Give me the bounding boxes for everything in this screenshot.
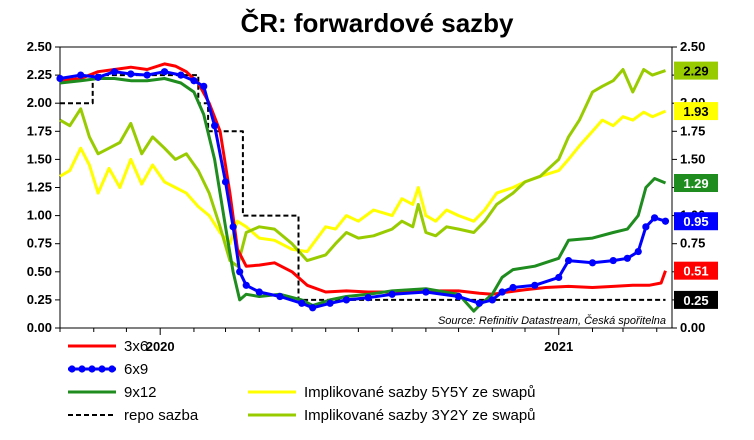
legend-label: Implikované sazby 5Y5Y ze swapů	[304, 384, 536, 401]
series-point-6x9	[454, 292, 463, 301]
series-point-6x9	[236, 268, 244, 276]
legend-swatch-dot	[78, 365, 86, 373]
legend-label: 3x6	[124, 338, 148, 355]
series-point-6x9	[255, 288, 263, 296]
end-badge-label: 2.29	[683, 64, 708, 79]
right-tick-label: 1.75	[680, 123, 705, 138]
legend: 3x6 6x9 9x12 repo sazba Implikované sazby 5Y…	[68, 338, 536, 424]
series-point-6x9	[634, 247, 642, 256]
series-line-9x12	[59, 77, 667, 313]
series-point-6x9	[609, 256, 617, 265]
left-tick-label: 0.50	[27, 264, 52, 279]
left-tick-label: 0.25	[27, 292, 52, 307]
legend-label: Implikované sazby 3Y2Y ze swapů	[304, 407, 536, 424]
series-point-6x9	[298, 299, 306, 307]
series-point-6x9	[110, 68, 119, 76]
series-layer	[56, 62, 670, 313]
series-point-6x9	[242, 281, 250, 289]
left-tick-label: 0.75	[27, 236, 52, 251]
series-point-6x9	[509, 283, 517, 292]
right-tick-label: 0.00	[680, 320, 705, 335]
series-point-6x9	[555, 273, 563, 282]
series-point-6x9	[588, 259, 597, 267]
left-tick-label: 1.75	[27, 123, 52, 138]
series-point-6x9	[143, 71, 151, 79]
right-tick-label: 2.50	[680, 39, 705, 54]
legend-label: 9x12	[124, 384, 157, 401]
series-point-6x9	[564, 256, 573, 265]
series-point-6x9	[498, 288, 506, 296]
left-y-axis: 0.00 0.25 0.50 0.75 1.00 1.25 1.50 1.75 2.00 2.25…	[27, 39, 60, 335]
source-note: Source: Refinitiv Datastream, Česká spoř…	[438, 314, 666, 327]
x-axis: 2020 2021	[59, 328, 658, 354]
series-point-6x9	[650, 214, 659, 222]
legend-swatch-dot	[98, 365, 106, 373]
end-badge	[674, 102, 718, 121]
left-tick-label: 1.25	[27, 180, 52, 195]
end-badge-label: 0.51	[683, 264, 708, 279]
series-point-6x9	[127, 70, 135, 78]
legend-swatch-dot	[68, 365, 76, 373]
x-tick-label: 2021	[544, 339, 573, 354]
plot-area	[59, 46, 673, 329]
left-tick-label: 2.25	[27, 67, 52, 82]
end-badge	[674, 174, 718, 193]
x-tick-label: 2020	[146, 339, 175, 354]
series-point-6x9	[276, 292, 284, 301]
series-point-6x9	[229, 223, 237, 231]
left-tick-label: 1.00	[27, 208, 52, 223]
left-tick-label: 1.50	[27, 151, 52, 166]
left-tick-label: 0.00	[27, 320, 52, 335]
end-badge	[674, 261, 718, 280]
series-point-6x9	[531, 281, 539, 289]
legend-label: 6x9	[124, 361, 148, 378]
series-point-6x9	[190, 77, 198, 85]
end-badge-label: 1.93	[683, 104, 708, 119]
left-tick-label: 2.00	[27, 95, 52, 110]
series-point-6x9	[342, 296, 350, 304]
series-point-6x9	[160, 68, 169, 76]
right-tick-label: 1.50	[680, 151, 705, 166]
series-point-6x9	[364, 294, 372, 302]
series-point-6x9	[221, 178, 230, 186]
series-point-6x9	[488, 296, 496, 304]
series-point-6x9	[422, 288, 430, 296]
left-tick-label: 2.50	[27, 39, 52, 54]
end-badge-label: 0.25	[683, 293, 708, 308]
series-line-implikovan-sazby-5y5y-ze-swap-	[59, 109, 667, 254]
legend-swatch-dot	[88, 365, 96, 373]
series-point-6x9	[200, 82, 208, 90]
legend-label: repo sazba	[124, 407, 199, 424]
end-value-badges: 2.29 1.93 1.29 0.95 0.51 0.25	[674, 61, 718, 309]
right-tick-label: 0.75	[680, 236, 705, 251]
series-point-6x9	[211, 122, 219, 130]
series-line-implikovan-sazby-3y2y-ze-swap-	[59, 68, 666, 268]
series-point-6x9	[388, 290, 396, 298]
chart-title: ČR: forwardové sazby	[240, 8, 514, 38]
legend-swatch-dot	[108, 365, 116, 373]
series-point-6x9	[94, 73, 102, 81]
series-point-6x9	[177, 71, 185, 79]
end-badge	[674, 290, 718, 309]
series-point-6x9	[661, 217, 670, 225]
series-point-6x9	[56, 74, 64, 83]
end-badge	[674, 61, 718, 80]
series-point-6x9	[309, 304, 317, 312]
end-badge	[674, 212, 718, 231]
series-point-6x9	[642, 223, 650, 231]
series-line-3x6	[59, 62, 667, 296]
series-point-6x9	[77, 71, 85, 79]
end-badge-label: 0.95	[683, 214, 708, 229]
series-point-6x9	[326, 299, 334, 307]
series-point-6x9	[475, 299, 483, 307]
end-badge-label: 1.29	[683, 176, 708, 191]
series-point-6x9	[623, 254, 631, 262]
